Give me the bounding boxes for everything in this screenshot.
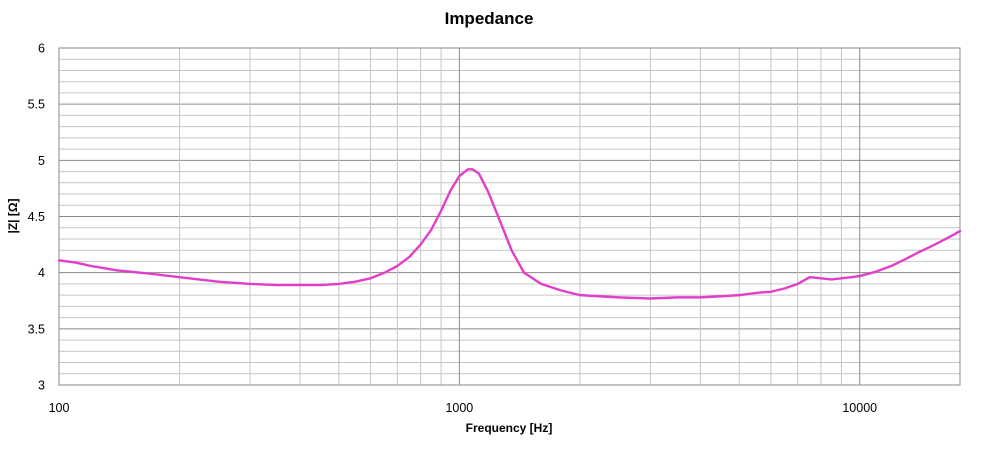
plot-frame xyxy=(58,47,961,386)
y-tick-label: 3 xyxy=(38,379,45,393)
grid-layer xyxy=(58,47,960,386)
series-layer xyxy=(57,168,962,300)
y-tick-label: 4 xyxy=(38,266,45,280)
y-tick-label: 5 xyxy=(38,154,45,168)
x-tick-label: 1000 xyxy=(445,401,473,415)
chart-title: Impedance xyxy=(445,9,534,28)
x-axis-label: Frequency [Hz] xyxy=(466,421,553,435)
y-axis-label: |Z| [Ω] xyxy=(6,199,20,234)
y-tick-label: 6 xyxy=(38,42,45,56)
x-tick-label: 100 xyxy=(49,401,70,415)
impedance-series-line xyxy=(57,168,962,300)
x-tick-label: 10000 xyxy=(842,401,877,415)
y-tick-label: 3.5 xyxy=(28,322,45,336)
y-tick-label: 4.5 xyxy=(28,210,45,224)
y-tick-label: 5.5 xyxy=(28,98,45,112)
tick-layer: 3 3.5 4 4.5 5 5.5 6 100 1000 10000 xyxy=(28,42,878,416)
